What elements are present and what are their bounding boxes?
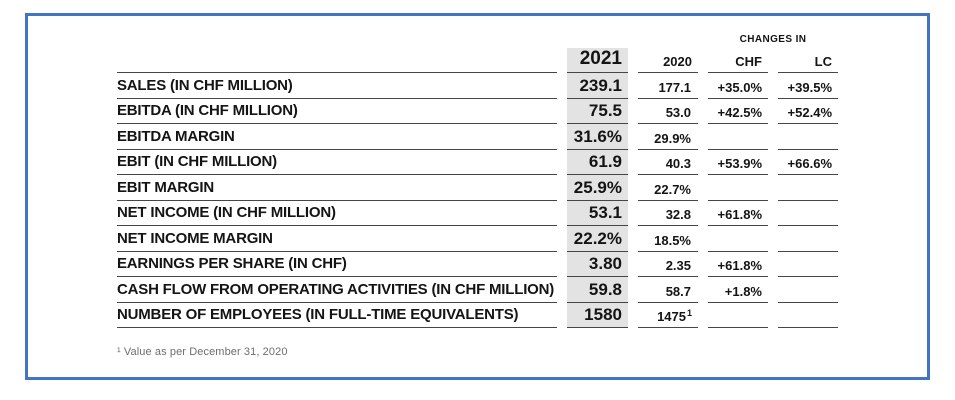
value-change-lc xyxy=(778,201,838,226)
footnote: ¹ Value as per December 31, 2020 xyxy=(117,346,288,358)
value-2021: 53.1 xyxy=(567,200,628,226)
value-2021: 59.8 xyxy=(567,277,628,303)
value-change-lc xyxy=(778,252,838,277)
value-2020: 18.5% xyxy=(638,226,698,252)
value-2020: 53.0 xyxy=(638,99,698,124)
value-change-chf: +1.8% xyxy=(708,277,768,303)
row-label: NUMBER OF EMPLOYEES (IN FULL-TIME EQUIVA… xyxy=(117,303,557,328)
row-label: EARNINGS PER SHARE (IN CHF) xyxy=(117,252,557,277)
value-2021: 1580 xyxy=(567,302,628,328)
value-2021: 3.80 xyxy=(567,251,628,277)
value-change-lc xyxy=(778,226,838,252)
value-2021: 75.5 xyxy=(567,98,628,124)
value-change-chf: +61.8% xyxy=(708,252,768,277)
value-change-chf: +53.9% xyxy=(708,150,768,175)
value-2020: 1475 1 xyxy=(638,303,698,328)
col-header-lc: LC xyxy=(778,48,838,73)
row-label: EBIT MARGIN xyxy=(117,175,557,201)
spacer-cell xyxy=(117,37,557,48)
label-header-cell xyxy=(117,48,557,73)
value-change-chf: +35.0% xyxy=(708,73,768,99)
col-header-chf: CHF xyxy=(708,48,768,73)
col-header-2020: 2020 xyxy=(638,48,698,73)
value-change-chf: +42.5% xyxy=(708,99,768,124)
value-change-chf xyxy=(708,175,768,201)
value-2020: 177.1 xyxy=(638,73,698,99)
value-2021: 22.2% xyxy=(567,226,628,252)
row-label: NET INCOME MARGIN xyxy=(117,226,557,252)
value-change-lc xyxy=(778,303,838,328)
col-header-2021: 2021 xyxy=(567,48,628,73)
value-change-lc: +52.4% xyxy=(778,99,838,124)
row-label: EBITDA MARGIN xyxy=(117,124,557,150)
report-frame: CHANGES IN 2021 2020 CHF LC SALES (IN CH… xyxy=(25,13,930,380)
value-2021: 31.6% xyxy=(567,124,628,150)
value-2020-number: 2.35 xyxy=(665,258,691,273)
value-2020-number: 1475 xyxy=(657,309,686,324)
value-change-lc: +66.6% xyxy=(778,150,838,175)
value-2020: 2.35 xyxy=(638,252,698,277)
spacer-cell xyxy=(638,37,698,48)
value-change-lc xyxy=(778,277,838,303)
value-2020-number: 53.0 xyxy=(665,105,691,120)
spacer-cell xyxy=(567,37,628,48)
changes-in-label: CHANGES IN xyxy=(739,34,807,45)
value-2020: 22.7% xyxy=(638,175,698,201)
value-2020-number: 177.1 xyxy=(658,79,691,95)
row-label: NET INCOME (IN CHF MILLION) xyxy=(117,201,557,226)
row-label: EBIT (IN CHF MILLION) xyxy=(117,150,557,175)
row-label: SALES (IN CHF MILLION) xyxy=(117,73,557,99)
value-change-chf xyxy=(708,303,768,328)
value-2020: 32.8 xyxy=(638,201,698,226)
value-change-lc xyxy=(778,175,838,201)
value-2021: 25.9% xyxy=(567,175,628,201)
value-2021: 239.1 xyxy=(567,73,628,99)
footnote-marker: 1 xyxy=(686,308,692,318)
value-change-chf: +61.8% xyxy=(708,201,768,226)
row-label: CASH FLOW FROM OPERATING ACTIVITIES (IN … xyxy=(117,277,557,303)
value-2020-number: 32.8 xyxy=(665,207,691,222)
value-2021: 61.9 xyxy=(567,149,628,175)
value-2020-number: 22.7% xyxy=(654,181,691,197)
value-change-chf xyxy=(708,124,768,150)
row-label: EBITDA (IN CHF MILLION) xyxy=(117,99,557,124)
key-figures-table: CHANGES IN 2021 2020 CHF LC SALES (IN CH… xyxy=(117,34,838,328)
value-change-lc xyxy=(778,124,838,150)
value-2020-number: 18.5% xyxy=(654,232,691,248)
value-2020: 58.7 xyxy=(638,277,698,303)
value-change-chf xyxy=(708,226,768,252)
value-change-lc: +39.5% xyxy=(778,73,838,99)
value-2020: 40.3 xyxy=(638,150,698,175)
value-2020-number: 58.7 xyxy=(665,283,691,299)
value-2020: 29.9% xyxy=(638,124,698,150)
value-2020-number: 29.9% xyxy=(654,130,691,146)
value-2020-number: 40.3 xyxy=(665,156,691,171)
